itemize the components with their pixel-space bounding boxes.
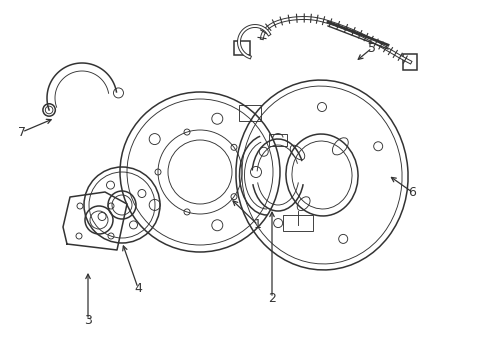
Text: 4: 4 (134, 282, 142, 294)
Text: 5: 5 (367, 41, 375, 54)
Text: 7: 7 (18, 126, 26, 139)
Text: 6: 6 (407, 185, 415, 198)
Text: 3: 3 (84, 314, 92, 327)
Text: 1: 1 (254, 219, 262, 231)
Text: 2: 2 (267, 292, 275, 305)
